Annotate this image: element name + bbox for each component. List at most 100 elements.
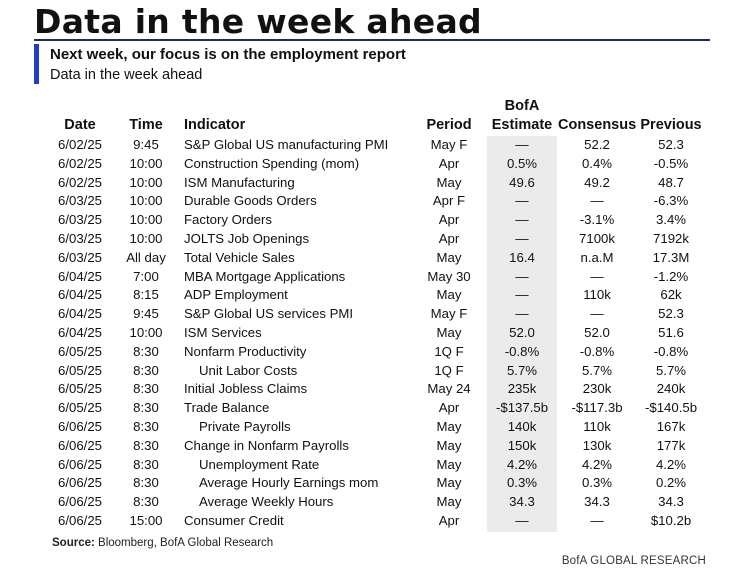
column-header-estimate-line1: BofA bbox=[504, 98, 540, 114]
row-date: 6/03/25 bbox=[58, 249, 102, 265]
row-previous: 5.7% bbox=[655, 362, 687, 378]
row-time: 8:15 bbox=[133, 287, 159, 303]
page-title: Data in the week ahead bbox=[34, 2, 482, 41]
table-row: 6/04/25 9:45 S&P Global US services PMI May… bbox=[0, 305, 748, 324]
row-indicator: Average Hourly Earnings mom bbox=[199, 475, 379, 491]
row-period: May bbox=[436, 324, 462, 340]
row-consensus: 52.0 bbox=[584, 324, 610, 340]
row-previous: 3.4% bbox=[655, 212, 687, 228]
row-time: 8:30 bbox=[133, 437, 159, 453]
table-row: 6/02/25 10:00 ISM Manufacturing May 49.6 49.2… bbox=[0, 174, 748, 193]
row-date: 6/02/25 bbox=[58, 174, 102, 190]
row-indicator: ADP Employment bbox=[184, 287, 288, 303]
column-header-date: Date bbox=[64, 117, 96, 133]
row-previous: 48.7 bbox=[658, 174, 684, 190]
row-consensus: — bbox=[590, 193, 604, 209]
row-time: 15:00 bbox=[129, 512, 163, 528]
subtitle-accent-bar bbox=[34, 44, 39, 84]
row-period: May 30 bbox=[427, 268, 471, 284]
row-indicator: Change in Nonfarm Payrolls bbox=[184, 437, 349, 453]
row-previous: 0.2% bbox=[655, 475, 687, 491]
row-period: May 24 bbox=[427, 381, 471, 397]
row-consensus: 0.4% bbox=[581, 155, 613, 171]
row-previous: -0.5% bbox=[653, 155, 689, 171]
row-indicator: Construction Spending (mom) bbox=[184, 155, 360, 171]
table-row: 6/06/25 8:30 Unemployment Rate May 4.2% 4.2% 4… bbox=[0, 456, 748, 475]
table-row: 6/06/25 8:30 Average Weekly Hours May 34.3 34… bbox=[0, 493, 748, 512]
row-bofa-estimate: — bbox=[515, 306, 529, 322]
row-time: 8:30 bbox=[133, 456, 159, 472]
row-date: 6/06/25 bbox=[58, 512, 102, 528]
row-period: May bbox=[436, 287, 462, 303]
row-previous: 51.6 bbox=[658, 324, 684, 340]
table-row: 6/05/25 8:30 Nonfarm Productivity 1Q F -0.8%… bbox=[0, 343, 748, 362]
row-bofa-estimate: -0.8% bbox=[504, 343, 540, 359]
row-period: Apr bbox=[438, 230, 460, 246]
row-date: 6/06/25 bbox=[58, 456, 102, 472]
source-note: Source: Bloomberg, BofA Global Research bbox=[52, 537, 273, 549]
row-time: 8:30 bbox=[133, 362, 159, 378]
row-date: 6/03/25 bbox=[58, 193, 102, 209]
row-period: May bbox=[436, 174, 462, 190]
row-consensus: 34.3 bbox=[584, 494, 610, 510]
table-row: 6/03/25 10:00 Factory Orders Apr — -3.1% 3.4% bbox=[0, 211, 748, 230]
row-date: 6/05/25 bbox=[58, 400, 102, 416]
row-bofa-estimate: — bbox=[515, 193, 529, 209]
table-row: 6/05/25 8:30 Unit Labor Costs 1Q F 5.7% 5.7% 5… bbox=[0, 362, 748, 381]
row-time: 10:00 bbox=[129, 324, 163, 340]
row-date: 6/05/25 bbox=[58, 343, 102, 359]
row-consensus: 0.3% bbox=[581, 475, 613, 491]
row-bofa-estimate: 235k bbox=[507, 381, 537, 397]
row-indicator: Unemployment Rate bbox=[199, 456, 320, 472]
column-header-estimate-line2: Estimate bbox=[491, 117, 553, 133]
row-time: 8:30 bbox=[133, 494, 159, 510]
row-indicator: ISM Services bbox=[184, 324, 262, 340]
table-row: 6/06/25 8:30 Change in Nonfarm Payrolls May… bbox=[0, 437, 748, 456]
row-date: 6/06/25 bbox=[58, 437, 102, 453]
table-row: 6/06/25 8:30 Private Payrolls May 140k 110k 16… bbox=[0, 418, 748, 437]
row-period: May bbox=[436, 494, 462, 510]
row-consensus: 7100k bbox=[579, 230, 615, 246]
row-period: May F bbox=[430, 306, 468, 322]
row-previous: 167k bbox=[656, 418, 686, 434]
row-previous: 4.2% bbox=[655, 456, 687, 472]
row-date: 6/06/25 bbox=[58, 418, 102, 434]
row-consensus: 230k bbox=[582, 381, 612, 397]
row-previous: 7192k bbox=[653, 230, 689, 246]
row-bofa-estimate: -$137.5b bbox=[495, 400, 549, 416]
row-period: May bbox=[436, 475, 462, 491]
row-consensus: — bbox=[590, 268, 604, 284]
row-bofa-estimate: — bbox=[515, 212, 529, 228]
row-indicator: Durable Goods Orders bbox=[184, 193, 317, 209]
row-indicator: Average Weekly Hours bbox=[199, 494, 334, 510]
table-row: 6/04/25 7:00 MBA Mortgage Applications May … bbox=[0, 268, 748, 287]
row-consensus: 52.2 bbox=[584, 137, 610, 152]
table-row: 6/02/25 10:00 Construction Spending (mom) A… bbox=[0, 155, 748, 174]
row-time: 10:00 bbox=[129, 155, 163, 171]
row-time: 10:00 bbox=[129, 174, 163, 190]
row-bofa-estimate: — bbox=[515, 268, 529, 284]
row-indicator: Unit Labor Costs bbox=[199, 362, 298, 378]
row-consensus: — bbox=[590, 512, 604, 528]
row-period: Apr bbox=[438, 212, 460, 228]
row-previous: 34.3 bbox=[658, 494, 684, 510]
row-time: All day bbox=[126, 249, 166, 265]
row-period: Apr bbox=[438, 400, 460, 416]
row-indicator: Trade Balance bbox=[184, 400, 270, 416]
row-date: 6/06/25 bbox=[58, 494, 102, 510]
row-indicator: MBA Mortgage Applications bbox=[184, 268, 346, 284]
source-text: Bloomberg, BofA Global Research bbox=[98, 537, 274, 549]
row-bofa-estimate: 49.6 bbox=[509, 174, 535, 190]
row-previous: 177k bbox=[656, 437, 686, 453]
row-time: 9:45 bbox=[133, 306, 159, 322]
row-previous: 62k bbox=[660, 287, 682, 303]
row-period: 1Q F bbox=[434, 343, 464, 359]
row-date: 6/03/25 bbox=[58, 212, 102, 228]
column-header-time: Time bbox=[129, 117, 163, 133]
row-time: 8:30 bbox=[133, 381, 159, 397]
row-date: 6/02/25 bbox=[58, 137, 102, 152]
row-period: Apr bbox=[438, 155, 460, 171]
row-consensus: 5.7% bbox=[581, 362, 613, 378]
row-previous: -$140.5b bbox=[644, 400, 698, 416]
row-date: 6/02/25 bbox=[58, 155, 102, 171]
